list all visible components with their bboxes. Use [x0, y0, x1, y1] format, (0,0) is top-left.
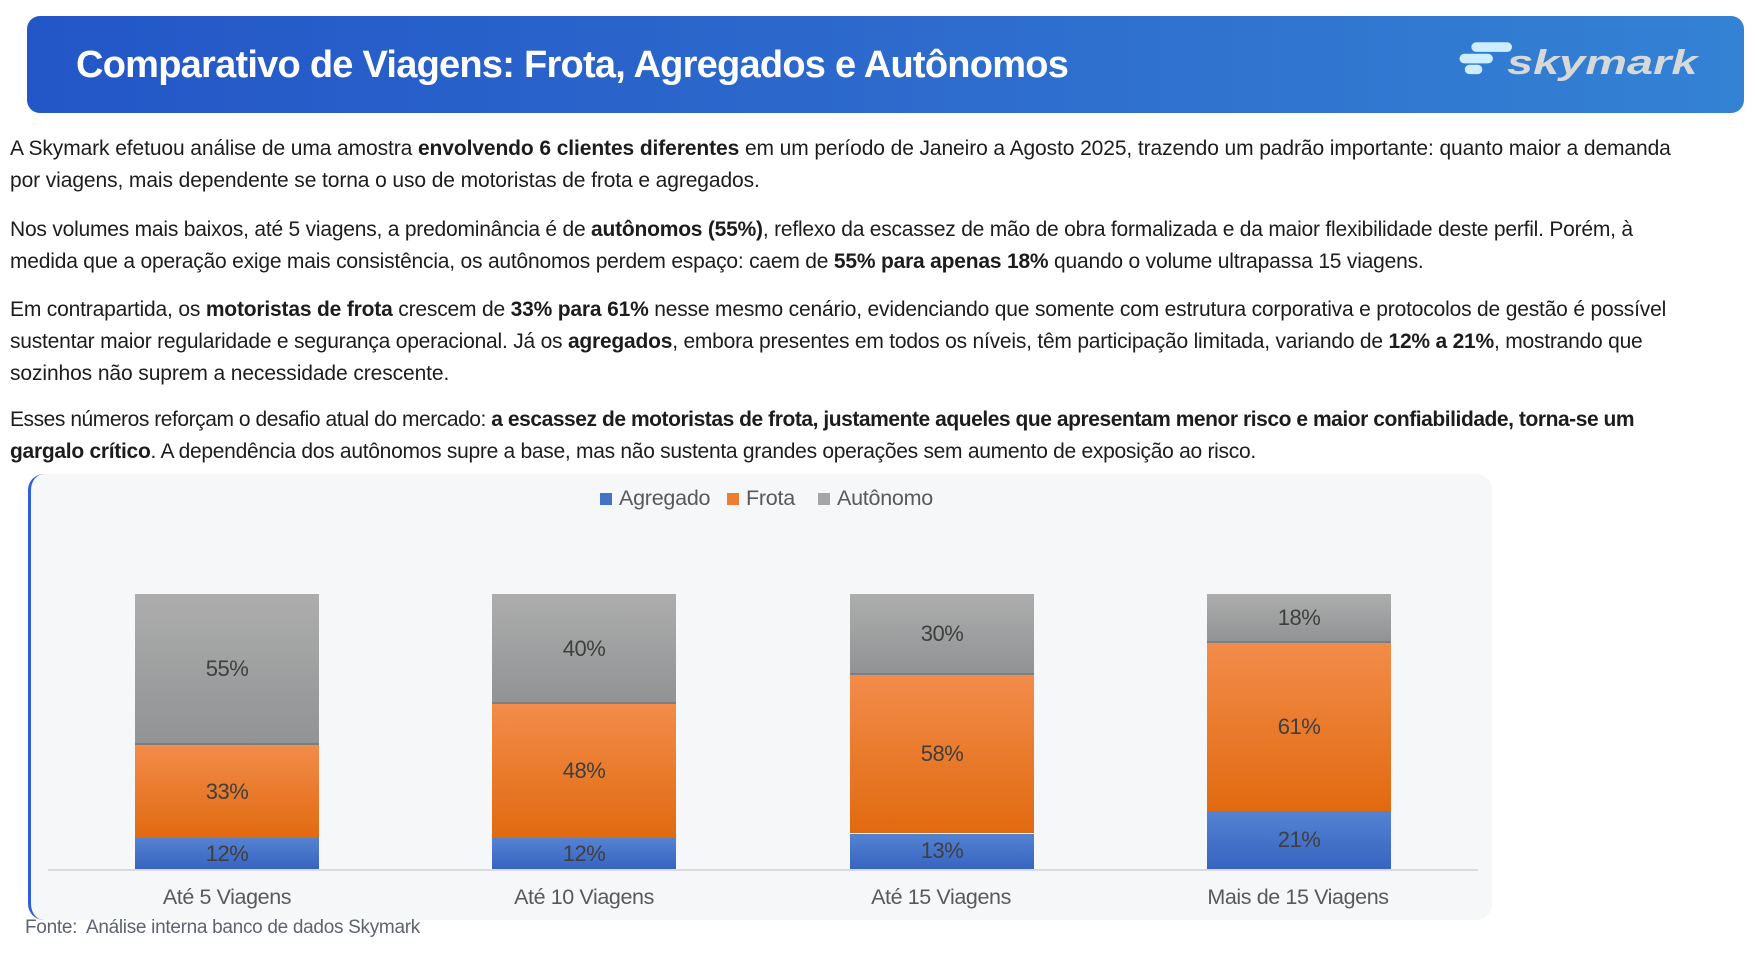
- svg-text:skymark: skymark: [1507, 43, 1700, 81]
